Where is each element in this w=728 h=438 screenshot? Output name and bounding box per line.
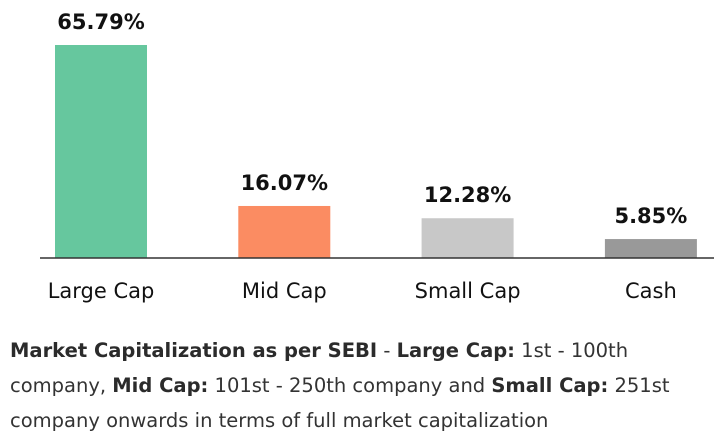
bar-mid-cap bbox=[238, 205, 331, 258]
data-label-cash: 5.85% bbox=[614, 204, 687, 228]
category-label-mid-cap: Mid Cap bbox=[242, 279, 327, 303]
note-large-cap-text: 1st - 100th company, bbox=[10, 339, 629, 397]
note-large-cap-label: Large Cap: bbox=[396, 339, 515, 362]
category-label-cash: Cash bbox=[625, 279, 677, 303]
bar-cash bbox=[604, 239, 697, 258]
data-label-small-cap: 12.28% bbox=[424, 183, 511, 207]
note-small-cap-label: Small Cap: bbox=[491, 374, 609, 397]
note-heading: Market Capitalization as per SEBI bbox=[10, 339, 378, 362]
data-label-large-cap: 65.79% bbox=[57, 10, 144, 34]
bar-large-cap bbox=[55, 45, 147, 258]
bar-chart: 65.79% Large Cap 16.07% Mid Cap 12.28% Small … bbox=[40, 10, 714, 303]
market-cap-note: Market Capitalization as per SEBI - Larg… bbox=[10, 333, 722, 438]
category-label-large-cap: Large Cap bbox=[48, 279, 155, 303]
note-mid-cap-text: 101st - 250th company and bbox=[208, 374, 492, 397]
note-separator: - bbox=[377, 339, 397, 362]
data-label-mid-cap: 16.07% bbox=[241, 171, 328, 195]
note-mid-cap-label: Mid Cap: bbox=[112, 374, 209, 397]
bar-small-cap bbox=[421, 218, 514, 258]
category-label-small-cap: Small Cap bbox=[415, 279, 521, 303]
